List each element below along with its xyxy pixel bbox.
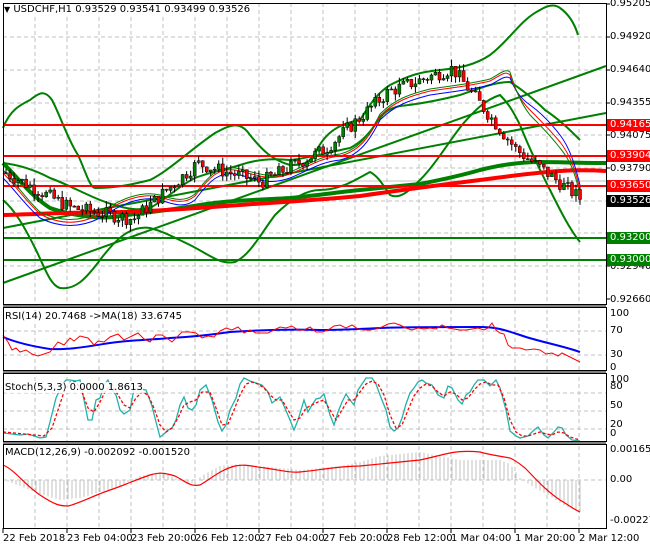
price-tick: 0.94920	[610, 31, 650, 42]
rsi-ma-line	[2, 325, 581, 353]
time-tick: 26 Feb 12:00	[195, 533, 261, 544]
stoch-tick: 50	[610, 400, 623, 411]
price-tag-resistance-2: 0.93904	[607, 150, 650, 162]
macd-pane	[2, 446, 606, 528]
symbol-ohlc: USDCHF,H1 0.93529 0.93541 0.93499 0.9352…	[13, 4, 251, 15]
price-tick: 0.92940	[610, 261, 650, 272]
price-tag-resistance-1: 0.94165	[607, 119, 650, 131]
time-tick: 28 Feb 12:00	[387, 533, 453, 544]
stoch-tick: 0	[610, 428, 617, 439]
price-tick: 0.95205	[610, 0, 650, 9]
time-tick: 1 Mar 20:00	[515, 533, 576, 544]
macd-tick: 0.00	[610, 474, 633, 485]
time-tick: 23 Feb 04:00	[67, 533, 133, 544]
macd-tick: -0.00227	[610, 515, 650, 526]
price-tick: 0.92660	[610, 294, 650, 305]
price-tag-resistance-3: 0.93650	[607, 180, 650, 192]
stoch-main-line	[2, 377, 581, 442]
macd-histogram	[3, 452, 581, 512]
rsi-tick: 100	[610, 308, 630, 319]
time-tick: 1 Mar 04:00	[451, 533, 512, 544]
price-axis-ticks	[606, 3, 610, 300]
macd-signal-line	[2, 450, 581, 513]
time-tick: 23 Feb 20:00	[131, 533, 197, 544]
price-tag-support-2: 0.93000	[607, 254, 650, 266]
pane-borders	[3, 3, 607, 529]
stoch-tick: 80	[610, 381, 623, 392]
price-tick: 0.93790	[610, 163, 650, 174]
main-pane	[1, 3, 607, 305]
chart-title[interactable]: ▼ USDCHF,H1 0.93529 0.93541 0.93499 0.93…	[4, 4, 253, 15]
horizontal-levels	[3, 124, 606, 261]
rsi-tick: 30	[610, 349, 623, 360]
time-axis-ticks	[2, 528, 580, 533]
collapse-triangle-icon[interactable]: ▼	[4, 5, 11, 14]
candles	[4, 59, 582, 232]
stoch-tick: 100	[610, 374, 630, 385]
time-tick: 2 Mar 12:00	[579, 533, 640, 544]
rsi-line	[2, 322, 581, 363]
price-tick: 0.94355	[610, 97, 650, 108]
rsi-tick: 0	[610, 362, 617, 373]
stoch-label: Stoch(5,3,3) 0.0000 1.8613	[5, 382, 143, 393]
rsi-tick: 70	[610, 325, 623, 336]
stoch-pane	[2, 377, 606, 442]
rsi-pane	[2, 310, 606, 370]
time-tick: 22 Feb 2018	[3, 533, 66, 544]
time-tick: 27 Feb 20:00	[323, 533, 389, 544]
stoch-tick: 20	[610, 419, 623, 430]
main-grid	[3, 3, 606, 305]
time-tick: 27 Feb 04:00	[259, 533, 325, 544]
price-tick: 0.94640	[610, 64, 650, 75]
price-tag-support-1: 0.93200	[607, 232, 650, 244]
price-tag-current: 0.93526	[607, 195, 650, 207]
rsi-label: RSI(14) 20.7468 ->MA(18) 33.6745	[5, 311, 182, 322]
macd-label: MACD(12,26,9) -0.002092 -0.001520	[5, 447, 190, 458]
price-tick: 0.94075	[610, 130, 650, 141]
macd-tick: 0.001656	[610, 444, 650, 455]
macd-grid	[3, 446, 606, 528]
trend-lines	[2, 65, 607, 284]
